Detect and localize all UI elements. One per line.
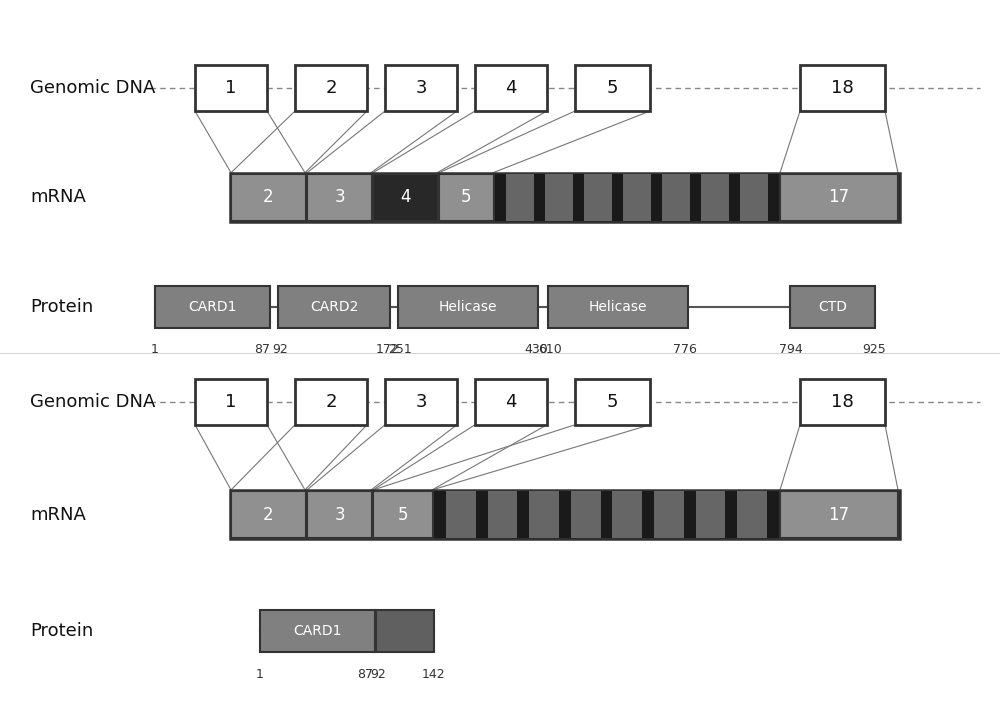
Text: Protein: Protein — [30, 622, 93, 640]
Text: 87: 87 — [357, 668, 373, 680]
Bar — [800, 379, 885, 424]
Text: Helicase: Helicase — [589, 300, 647, 314]
Bar — [740, 173, 768, 221]
Text: mRNA: mRNA — [30, 188, 86, 207]
Text: Genomic DNA: Genomic DNA — [30, 79, 155, 97]
Text: 610: 610 — [538, 343, 562, 356]
Text: 92: 92 — [370, 668, 386, 680]
Bar — [278, 286, 390, 328]
Text: 3: 3 — [415, 79, 427, 97]
Text: Protein: Protein — [30, 298, 93, 316]
Text: 1: 1 — [225, 393, 237, 411]
Bar — [548, 286, 688, 328]
Text: 4: 4 — [505, 79, 517, 97]
Bar — [434, 491, 779, 539]
Text: 1: 1 — [256, 668, 264, 680]
Bar — [446, 491, 476, 539]
Text: 2: 2 — [263, 505, 274, 524]
Bar — [439, 173, 494, 221]
Bar — [575, 379, 650, 424]
Text: 3: 3 — [415, 393, 427, 411]
Text: 18: 18 — [831, 393, 854, 411]
Bar — [373, 173, 438, 221]
Bar — [612, 491, 642, 539]
Bar — [195, 379, 267, 424]
Bar — [195, 66, 267, 111]
Bar — [260, 610, 375, 652]
Bar — [155, 286, 270, 328]
Text: 5: 5 — [607, 393, 618, 411]
Bar — [654, 491, 684, 539]
Bar — [475, 66, 547, 111]
Text: CARD1: CARD1 — [188, 300, 237, 314]
Text: 4: 4 — [400, 188, 411, 207]
Text: 5: 5 — [607, 79, 618, 97]
Text: CARD2: CARD2 — [310, 300, 358, 314]
Bar — [376, 610, 434, 652]
Bar — [231, 491, 306, 539]
Text: 92: 92 — [272, 343, 288, 356]
Bar — [780, 173, 898, 221]
Text: 142: 142 — [421, 668, 445, 680]
Bar — [475, 379, 547, 424]
Bar — [790, 286, 875, 328]
Text: 4: 4 — [505, 393, 517, 411]
Text: 87: 87 — [254, 343, 270, 356]
Bar — [398, 286, 538, 328]
Text: 794: 794 — [779, 343, 803, 356]
Bar — [295, 379, 367, 424]
Bar — [373, 491, 433, 539]
Bar — [780, 491, 898, 539]
Text: Genomic DNA: Genomic DNA — [30, 393, 155, 411]
Text: 5: 5 — [461, 188, 472, 207]
Bar — [571, 491, 601, 539]
Text: 2: 2 — [263, 188, 274, 207]
Bar — [662, 173, 690, 221]
Bar — [495, 173, 779, 221]
Text: 251: 251 — [388, 343, 412, 356]
Bar — [307, 173, 372, 221]
Text: 1: 1 — [151, 343, 159, 356]
Bar — [575, 66, 650, 111]
Bar — [545, 173, 573, 221]
Bar — [307, 491, 372, 539]
Bar — [230, 173, 900, 222]
Text: CTD: CTD — [818, 300, 847, 314]
Text: CARD1: CARD1 — [293, 624, 342, 638]
Text: 776: 776 — [673, 343, 697, 356]
Text: 3: 3 — [334, 505, 345, 524]
Bar — [696, 491, 725, 539]
Bar — [488, 491, 517, 539]
Bar — [385, 379, 457, 424]
Bar — [385, 66, 457, 111]
Bar — [231, 173, 306, 221]
Text: 2: 2 — [325, 393, 337, 411]
Text: 5: 5 — [398, 505, 408, 524]
Bar — [230, 490, 900, 539]
Bar — [701, 173, 729, 221]
Bar — [584, 173, 612, 221]
Text: 925: 925 — [862, 343, 886, 356]
Text: 172: 172 — [376, 343, 400, 356]
Bar — [529, 491, 559, 539]
Text: Helicase: Helicase — [439, 300, 497, 314]
Text: 2: 2 — [325, 79, 337, 97]
Text: 430: 430 — [524, 343, 548, 356]
Bar — [506, 173, 534, 221]
Text: 17: 17 — [828, 505, 850, 524]
Text: 3: 3 — [334, 188, 345, 207]
Text: mRNA: mRNA — [30, 505, 86, 524]
Bar — [295, 66, 367, 111]
Text: 18: 18 — [831, 79, 854, 97]
Bar — [623, 173, 651, 221]
Bar — [800, 66, 885, 111]
Bar — [737, 491, 767, 539]
Text: 1: 1 — [225, 79, 237, 97]
Text: 17: 17 — [828, 188, 850, 207]
